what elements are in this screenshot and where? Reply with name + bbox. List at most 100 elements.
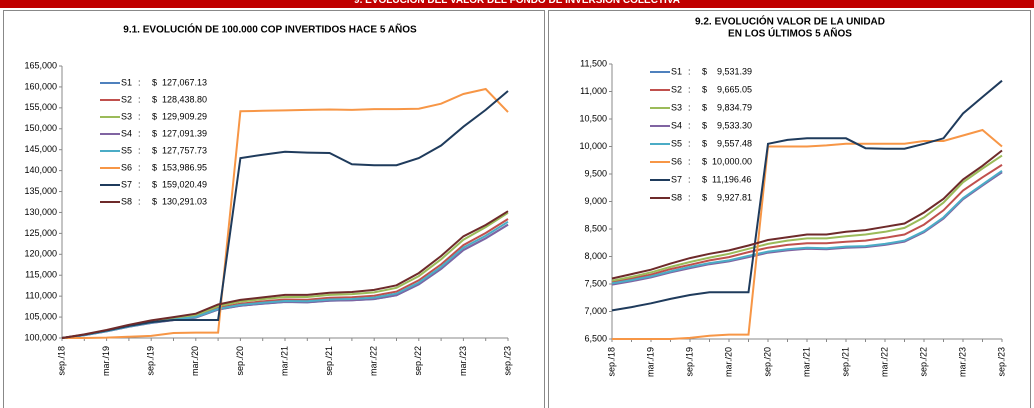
legend-value: $ 127,067.13 [152, 77, 207, 87]
legend-value: $ 127,091.39 [152, 128, 207, 138]
y-tick-label: 150,000 [24, 123, 57, 133]
banner: 9. EVOLUCIÓN DEL VALOR DEL FONDO DE INVE… [0, 0, 1034, 8]
y-tick-label: 155,000 [24, 102, 57, 112]
series-line [61, 90, 509, 339]
x-tick-label: sep./21 [324, 346, 334, 376]
x-tick-label: sep./18 [56, 346, 66, 376]
y-tick-label: 10,000 [579, 141, 607, 151]
series-line [61, 211, 509, 339]
legend-separator: : [138, 145, 141, 155]
legend-separator: : [688, 192, 691, 202]
x-tick-label: sep./18 [606, 347, 616, 377]
legend-separator: : [688, 156, 691, 166]
chart-title: EN LOS ÚLTIMOS 5 AÑOS [728, 27, 852, 40]
series-line [62, 87, 509, 339]
y-tick-label: 9,000 [584, 196, 607, 206]
legend-separator: : [138, 162, 141, 172]
x-tick-label: sep./23 [996, 347, 1006, 377]
legend-separator: : [688, 66, 691, 76]
legend-name: S8 [671, 192, 682, 202]
legend-separator: : [688, 84, 691, 94]
legend-value: $ 9,665.05 [702, 84, 752, 94]
legend-value: $ 128,438.80 [152, 94, 207, 104]
panel [548, 10, 1031, 408]
legend-value: $ 9,531.39 [702, 66, 752, 76]
x-tick-label: mar./19 [645, 347, 655, 377]
legend-name: S3 [671, 102, 682, 112]
legend-separator: : [138, 94, 141, 104]
y-tick-label: 160,000 [24, 81, 57, 91]
legend-value: $ 9,927.81 [702, 192, 752, 202]
x-tick-label: sep./21 [840, 347, 850, 377]
panel [3, 10, 545, 408]
legend-separator: : [138, 111, 141, 121]
legend-name: S4 [121, 128, 132, 138]
legend-separator: : [688, 102, 691, 112]
y-tick-label: 145,000 [24, 144, 57, 154]
series-line [611, 169, 1003, 285]
series-line [611, 79, 1003, 312]
y-tick-label: 100,000 [24, 332, 57, 342]
legend-value: $ 130,291.03 [152, 196, 207, 206]
legend-value: $ 10,000.00 [702, 156, 752, 166]
y-tick-label: 7,500 [584, 278, 607, 288]
y-tick-label: 11,000 [580, 86, 607, 96]
y-tick-label: 130,000 [24, 207, 57, 217]
x-tick-label: mar./23 [957, 347, 967, 377]
y-tick-label: 115,000 [25, 270, 57, 280]
x-tick-label: mar./20 [723, 347, 733, 377]
y-tick-label: 8,500 [584, 223, 607, 233]
y-tick-label: 135,000 [24, 186, 57, 196]
series-line [61, 210, 509, 339]
legend-separator: : [688, 138, 691, 148]
x-tick-label: sep./20 [235, 346, 245, 376]
legend-separator: : [138, 128, 141, 138]
series-line [611, 164, 1003, 284]
legend-name: S2 [121, 94, 132, 104]
x-tick-label: mar./19 [101, 346, 111, 376]
y-tick-label: 11,500 [580, 58, 607, 68]
legend-name: S8 [121, 196, 132, 206]
legend-value: $ 9,557.48 [702, 138, 752, 148]
legend-name: S3 [121, 111, 132, 121]
legend-separator: : [138, 77, 141, 87]
series-line [611, 154, 1003, 282]
x-tick-label: sep./22 [918, 347, 928, 377]
y-tick-label: 120,000 [24, 249, 57, 259]
series-line [61, 218, 509, 339]
x-tick-label: mar./22 [369, 346, 379, 376]
legend-separator: : [688, 174, 691, 184]
legend-name: S5 [671, 138, 682, 148]
legend-value: $ 9,834.79 [702, 102, 752, 112]
legend-name: S4 [671, 120, 682, 130]
series-line [611, 149, 1003, 280]
y-tick-label: 8,000 [584, 251, 607, 261]
legend-name: S1 [671, 66, 682, 76]
x-tick-label: mar./20 [190, 346, 200, 376]
y-tick-label: 9,500 [584, 168, 607, 178]
legend-name: S5 [121, 145, 132, 155]
legend-value: $ 129,909.29 [152, 111, 207, 121]
legend-value: $ 9,533.30 [702, 120, 752, 130]
legend-name: S6 [671, 156, 682, 166]
y-tick-label: 7,000 [584, 306, 607, 316]
legend-value: $ 11,196.46 [702, 174, 751, 184]
x-tick-label: sep./19 [146, 346, 156, 376]
legend-name: S6 [121, 162, 132, 172]
legend-name: S2 [671, 84, 682, 94]
x-tick-label: mar./21 [801, 347, 811, 377]
legend-name: S7 [121, 179, 132, 189]
x-tick-label: sep./23 [502, 346, 512, 376]
y-tick-label: 10,500 [579, 113, 607, 123]
legend-value: $ 159,020.49 [152, 179, 207, 189]
legend-name: S1 [121, 77, 132, 87]
y-tick-label: 140,000 [24, 165, 57, 175]
legend-name: S7 [671, 174, 682, 184]
series-line [61, 220, 509, 339]
x-tick-label: mar./22 [879, 347, 889, 377]
y-tick-label: 110,000 [25, 291, 57, 301]
legend-separator: : [138, 179, 141, 189]
chart-title: 9.2. EVOLUCIÓN VALOR DE LA UNIDAD [695, 15, 885, 28]
chart-title: 9.1. EVOLUCIÓN DE 100.000 COP INVERTIDOS… [123, 23, 417, 36]
